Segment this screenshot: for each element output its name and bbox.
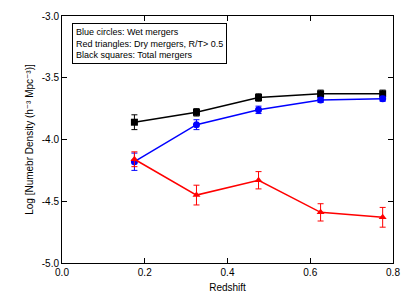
- svg-text:0.4: 0.4: [221, 267, 235, 278]
- svg-text:Log [Numebr Density (h⁻³ Mpc⁻³: Log [Numebr Density (h⁻³ Mpc⁻³)]: [24, 64, 35, 215]
- svg-text:0.2: 0.2: [138, 267, 152, 278]
- svg-text:0.8: 0.8: [386, 267, 400, 278]
- svg-text:Redshift: Redshift: [209, 282, 246, 293]
- svg-text:-3.5: -3.5: [42, 72, 60, 83]
- svg-text:-4.0: -4.0: [42, 134, 60, 145]
- svg-text:-5.0: -5.0: [42, 258, 60, 269]
- svg-text:0.0: 0.0: [55, 267, 69, 278]
- svg-text:Blue circles: Wet mergersRed t: Blue circles: Wet mergersRed triangles: …: [76, 27, 223, 60]
- svg-text:0.6: 0.6: [303, 267, 317, 278]
- svg-text:-4.5: -4.5: [42, 196, 60, 207]
- svg-text:-3.0: -3.0: [42, 11, 60, 22]
